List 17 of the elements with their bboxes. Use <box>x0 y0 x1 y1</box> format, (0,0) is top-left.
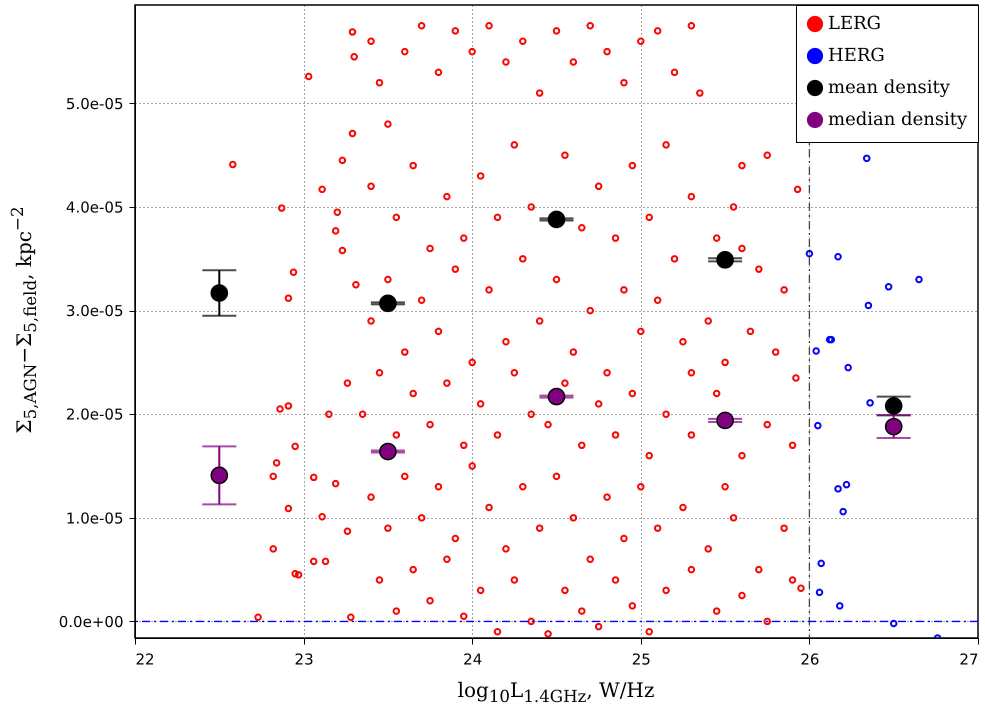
legend-label: HERG <box>828 45 885 66</box>
x-tick-label: 25 <box>632 650 651 668</box>
y-tick-label: 3.0e-05 <box>66 302 124 320</box>
x-tick-label: 22 <box>136 650 155 668</box>
x-tick-label: 23 <box>294 650 314 668</box>
y-tick-label: 2.0e-05 <box>66 406 124 424</box>
legend-label: mean density <box>828 77 951 98</box>
x-axis-title: log$_{10}$L$_{1.4GHz}$, W/Hz <box>458 678 654 706</box>
y-tick-label: 4.0e-05 <box>66 198 124 217</box>
y-tick-label: 0.0e+00 <box>58 612 124 631</box>
legend-label: median density <box>828 109 968 130</box>
x-tick-label: 27 <box>959 650 978 668</box>
y-tick-label: 5.0e-05 <box>66 94 124 113</box>
x-tick-label: 26 <box>800 650 820 668</box>
y-tick-label: 1.0e-05 <box>66 509 124 528</box>
x-tick-label: 24 <box>463 650 482 668</box>
legend-label: LERG <box>828 13 882 34</box>
